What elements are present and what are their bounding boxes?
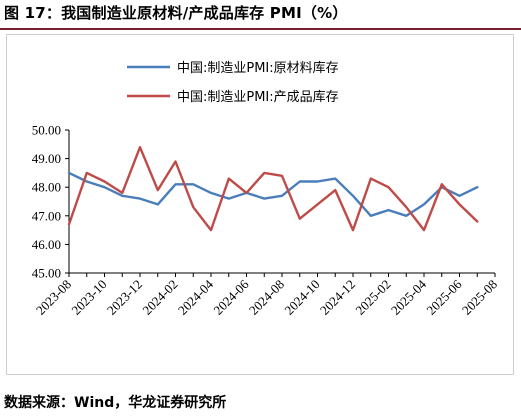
x-tick-label: 2023-10 — [68, 277, 109, 318]
x-tick-label: 2025-06 — [423, 276, 465, 318]
y-tick-label: 48.00 — [32, 180, 61, 195]
legend-label-1: 中国:制造业PMI:原材料库存 — [177, 60, 339, 76]
y-tick-label: 49.00 — [32, 151, 61, 166]
series-line-1 — [67, 171, 479, 218]
y-tick-label: 50.00 — [32, 123, 61, 138]
x-tick-label: 2025-04 — [388, 276, 430, 318]
x-tick-label: 2024-12 — [317, 277, 358, 318]
x-tick-label: 2024-02 — [139, 277, 180, 318]
x-tick-label: 2024-08 — [246, 277, 287, 318]
x-tick-label: 2025-08 — [459, 277, 500, 318]
line-chart: 45.0046.0047.0048.0049.0050.002023-08202… — [32, 60, 500, 318]
data-source-note: 数据来源：Wind，华龙证券研究所 — [4, 395, 227, 411]
y-tick-label: 46.00 — [32, 237, 61, 252]
x-tick-label: 2025-02 — [352, 277, 393, 318]
figure-title: 图 17：我国制造业原材料/产成品库存 PMI（%） — [4, 4, 348, 22]
x-tick-label: 2024-06 — [210, 276, 252, 318]
x-tick-label: 2023-08 — [33, 277, 74, 318]
y-tick-label: 45.00 — [32, 266, 61, 281]
y-tick-label: 47.00 — [32, 208, 61, 223]
title-rule — [0, 28, 521, 30]
x-tick-label: 2024-04 — [175, 276, 217, 318]
chart-frame: 45.00 46.00 47.00 48.00 49.00 50.00 2023-08 202… — [6, 34, 514, 375]
x-tick-label: 2023-12 — [104, 277, 145, 318]
legend-label-2: 中国:制造业PMI:产成品库存 — [177, 89, 339, 105]
x-tick-label: 2024-10 — [281, 277, 322, 318]
series-line-2 — [67, 145, 479, 232]
